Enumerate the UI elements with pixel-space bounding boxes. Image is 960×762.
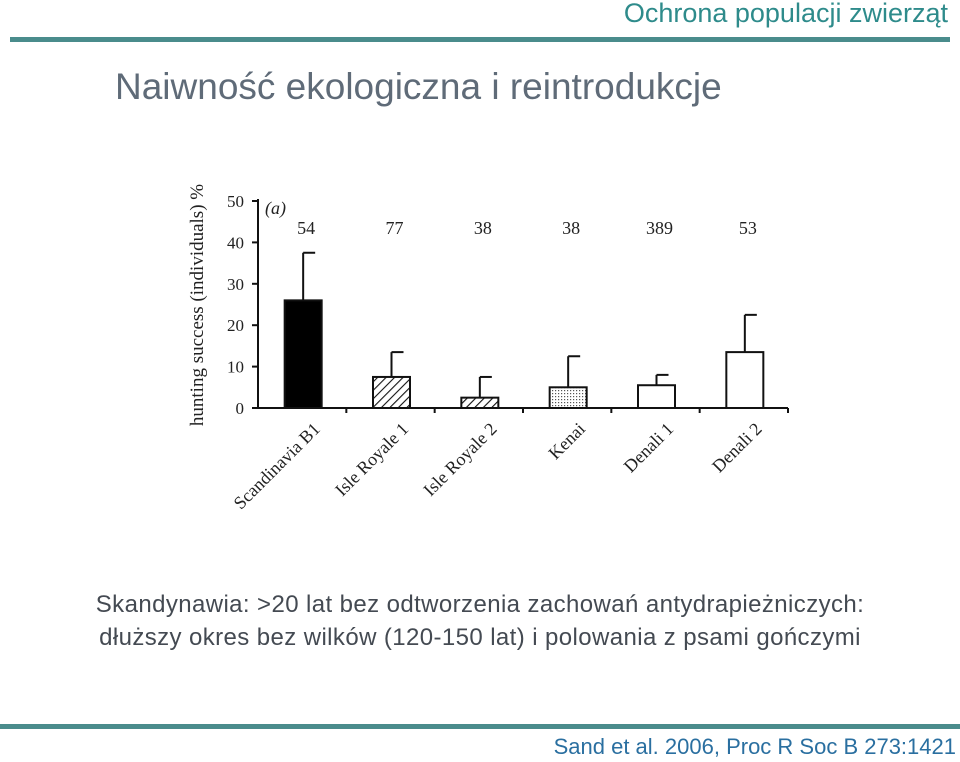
y-tick-label: 50: [227, 192, 244, 211]
header-title: Ochrona populacji zwierząt: [623, 0, 948, 28]
caption-line-1: Skandynawia: >20 lat bez odtworzenia zac…: [95, 591, 865, 618]
caption-line-2: dłuższy okres bez wilków (120-150 lat) i…: [99, 624, 861, 651]
category-label: Scandinavia B1: [230, 419, 324, 513]
y-tick-label: 30: [227, 275, 244, 294]
y-axis-label: hunting success (individuals) %: [187, 184, 208, 426]
bar: [548, 386, 588, 410]
sample-size-label: 53: [739, 218, 757, 238]
sample-size-label: 77: [386, 218, 404, 238]
citation: Sand et al. 2006, Proc R Soc B 273:1421: [553, 734, 956, 759]
bar: [283, 299, 323, 409]
bar: [637, 384, 676, 409]
footer-divider: [0, 724, 960, 729]
category-label: Kenai: [544, 419, 589, 464]
y-tick-label: 10: [227, 358, 244, 377]
bar: [372, 375, 411, 409]
sample-size-label: 38: [562, 218, 580, 238]
y-tick-label: 0: [236, 399, 245, 418]
chart-axes: 0 10 20 30 40 50: [227, 192, 789, 418]
sample-size-label: 38: [474, 218, 492, 238]
bar: [725, 351, 765, 409]
category-label: Isle Royale 2: [419, 419, 500, 500]
category-label: Denali 2: [708, 419, 766, 477]
y-tick-label: 40: [227, 233, 244, 252]
y-tick-label: 20: [227, 316, 244, 335]
header-divider: [10, 37, 950, 42]
sample-size-label: 54: [297, 218, 315, 238]
panel-label: (a): [265, 198, 286, 219]
category-label: Isle Royale 1: [331, 419, 412, 500]
hunting-success-chart: hunting success (individuals) % (a) 0 10 2…: [187, 184, 789, 513]
sample-size-label: 389: [646, 218, 673, 238]
bar: [460, 396, 500, 409]
category-label: Denali 1: [620, 419, 678, 477]
slide-title: Naiwność ekologiczna i reintrodukcje: [115, 66, 722, 107]
